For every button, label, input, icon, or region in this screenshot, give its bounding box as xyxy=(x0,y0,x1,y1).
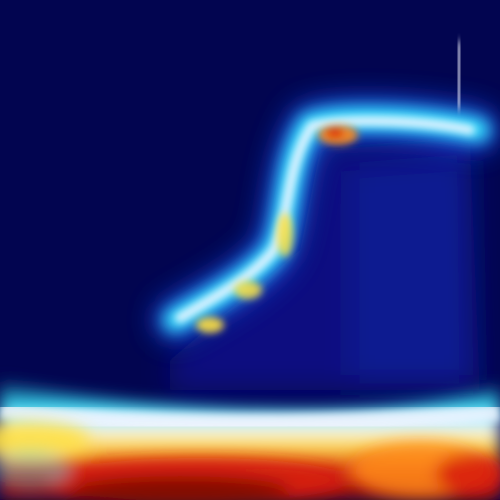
boot-body-faint xyxy=(170,140,480,390)
bottom-floor-band xyxy=(0,380,500,500)
boot-outline-glow xyxy=(155,40,498,340)
